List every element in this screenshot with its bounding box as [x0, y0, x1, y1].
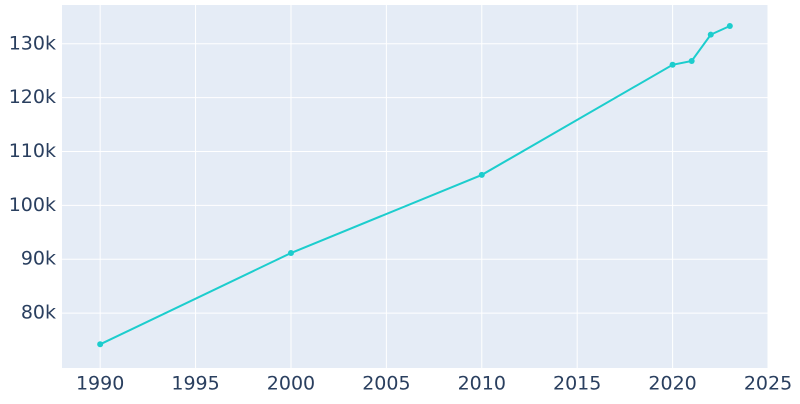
x-tick-label: 2020: [648, 373, 696, 395]
x-tick-label: 2025: [744, 373, 792, 395]
point: [97, 341, 104, 348]
y-tick-label: 130k: [9, 32, 56, 54]
point: [707, 31, 714, 38]
y-tick-label: 120k: [9, 86, 56, 108]
y-tick-label: 110k: [9, 140, 56, 162]
point: [478, 171, 485, 178]
point: [726, 23, 733, 30]
x-tick-label: 2005: [362, 373, 410, 395]
plot-area: [62, 5, 768, 368]
x-tick-label: 1995: [171, 373, 219, 395]
x-tick-label: 1990: [76, 373, 124, 395]
point: [688, 58, 695, 65]
y-tick-label: 80k: [21, 302, 56, 324]
y-tick-label: 90k: [21, 248, 56, 270]
x-tick-label: 2015: [553, 373, 601, 395]
point: [287, 250, 294, 257]
point: [669, 61, 676, 68]
x-tick-label: 2010: [458, 373, 506, 395]
x-tick-label: 2000: [267, 373, 315, 395]
y-tick-label: 100k: [9, 194, 56, 216]
